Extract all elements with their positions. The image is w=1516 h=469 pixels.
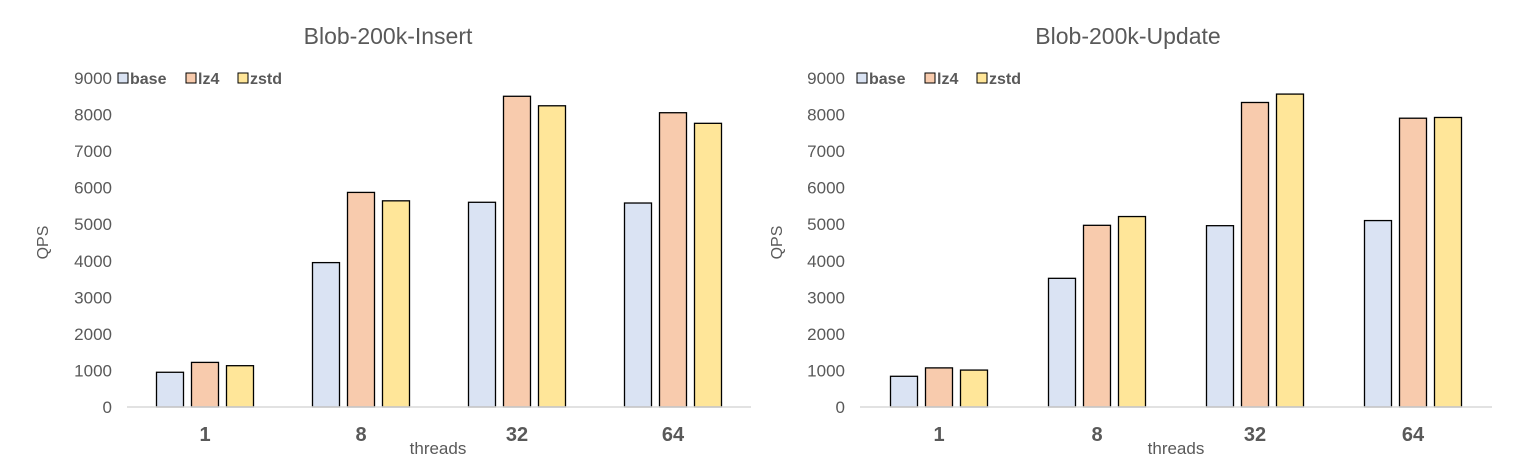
bar-zstd-8 bbox=[381, 200, 411, 408]
x-tick-label: 1 bbox=[199, 424, 210, 446]
bar-base-32 bbox=[1205, 225, 1235, 408]
legend-label-base: base bbox=[869, 71, 906, 88]
y-tick-label: 3000 bbox=[74, 288, 112, 307]
y-tick-label: 1000 bbox=[807, 361, 845, 380]
bar-lz4-32 bbox=[1240, 101, 1270, 408]
legend-swatch-zstd bbox=[976, 72, 988, 84]
y-tick-label: 0 bbox=[836, 398, 845, 417]
bar-base-1 bbox=[889, 375, 919, 408]
bar-lz4-8 bbox=[346, 191, 376, 408]
bar-zstd-64 bbox=[1433, 116, 1463, 408]
legend: base lz4 zstd bbox=[117, 71, 282, 88]
legend-swatch-base bbox=[856, 72, 868, 84]
y-tick-label: 4000 bbox=[807, 252, 845, 271]
x-tick-label: 8 bbox=[1091, 424, 1102, 446]
bar-zstd-32 bbox=[1275, 93, 1305, 408]
y-tick-label: 6000 bbox=[74, 179, 112, 198]
y-tick-label: 9000 bbox=[807, 69, 845, 88]
chart-title: Blob-200k-Insert bbox=[304, 23, 473, 49]
bar-base-32 bbox=[467, 201, 497, 408]
y-tick-label: 8000 bbox=[74, 106, 112, 125]
bar-lz4-8 bbox=[1082, 224, 1112, 408]
legend-swatch-zstd bbox=[237, 72, 249, 84]
bar-base-8 bbox=[1047, 277, 1077, 408]
y-tick-label: 4000 bbox=[74, 252, 112, 271]
x-axis-label: threads bbox=[410, 439, 467, 458]
bar-base-64 bbox=[623, 202, 653, 408]
bar-lz4-32 bbox=[502, 95, 532, 408]
y-tick-label: 5000 bbox=[74, 215, 112, 234]
x-tick-label: 32 bbox=[1244, 424, 1266, 446]
legend-label-lz4: lz4 bbox=[198, 71, 219, 88]
legend: base lz4 zstd bbox=[856, 71, 1021, 88]
legend-swatch-lz4 bbox=[185, 72, 197, 84]
bar-zstd-1 bbox=[225, 365, 255, 408]
bar-zstd-64 bbox=[693, 122, 723, 408]
bar-base-64 bbox=[1363, 219, 1393, 408]
chart-panel-2: Blob-200k-Update 0 1000 2000 3000 4000 5000 600… bbox=[769, 23, 1492, 458]
x-tick-label: 64 bbox=[1402, 424, 1425, 446]
y-tick-label: 1000 bbox=[74, 361, 112, 380]
chart-panel-1: Blob-200k-Insert 0 1000 2000 3000 4000 5000 600… bbox=[35, 23, 751, 458]
y-tick-label: 3000 bbox=[807, 288, 845, 307]
bar-zstd-8 bbox=[1117, 215, 1147, 408]
legend-label-base: base bbox=[130, 71, 167, 88]
bar-lz4-1 bbox=[190, 361, 220, 408]
y-axis-label: QPS bbox=[35, 226, 52, 260]
x-tick-label: 64 bbox=[662, 424, 685, 446]
bar-zstd-32 bbox=[537, 105, 567, 408]
legend-label-lz4: lz4 bbox=[937, 71, 958, 88]
y-tick-label: 6000 bbox=[807, 179, 845, 198]
bar-lz4-1 bbox=[924, 367, 954, 408]
y-tick-label: 2000 bbox=[807, 325, 845, 344]
legend-swatch-lz4 bbox=[924, 72, 936, 84]
y-tick-label: 7000 bbox=[807, 142, 845, 161]
bar-base-8 bbox=[311, 261, 341, 408]
y-tick-label: 2000 bbox=[74, 325, 112, 344]
y-tick-label: 7000 bbox=[74, 142, 112, 161]
bar-zstd-1 bbox=[959, 369, 989, 408]
x-tick-label: 32 bbox=[506, 424, 528, 446]
y-tick-label: 9000 bbox=[74, 69, 112, 88]
y-tick-label: 8000 bbox=[807, 106, 845, 125]
bar-base-1 bbox=[155, 371, 185, 408]
legend-swatch-base bbox=[117, 72, 129, 84]
x-tick-label: 1 bbox=[933, 424, 944, 446]
bar-lz4-64 bbox=[1398, 117, 1428, 408]
chart-title: Blob-200k-Update bbox=[1035, 23, 1220, 49]
bar-lz4-64 bbox=[658, 112, 688, 408]
legend-label-zstd: zstd bbox=[989, 71, 1021, 88]
y-axis-label: QPS bbox=[769, 226, 786, 260]
legend-label-zstd: zstd bbox=[250, 71, 282, 88]
x-tick-label: 8 bbox=[355, 424, 366, 446]
y-tick-label: 5000 bbox=[807, 215, 845, 234]
x-axis-label: threads bbox=[1148, 439, 1205, 458]
y-tick-label: 0 bbox=[103, 398, 112, 417]
